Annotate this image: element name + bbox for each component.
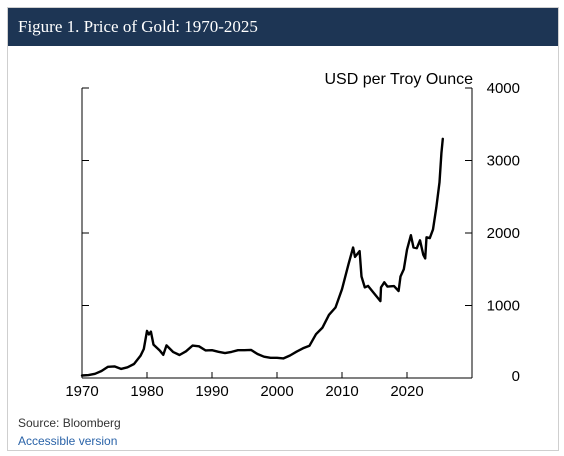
x-tick-label-1980: 1980	[130, 383, 163, 400]
gold-price-line	[80, 137, 444, 377]
source-note: Source: Bloomberg	[18, 416, 121, 430]
figure-header: Figure 1. Price of Gold: 1970-2025	[8, 8, 558, 46]
figure-card: Figure 1. Price of Gold: 1970-2025 1970 1…	[7, 7, 559, 451]
figure-title: Figure 1. Price of Gold: 1970-2025	[18, 17, 258, 36]
x-tick-label-2020: 2020	[390, 383, 423, 400]
x-tick-label-2000: 2000	[260, 383, 293, 400]
accessible-version-link[interactable]: Accessible version	[18, 434, 118, 448]
y-axis-label: USD per Troy Ounce	[325, 71, 474, 88]
y-tick-label-0: 0	[512, 368, 520, 385]
y-tick-label-1000: 1000	[487, 298, 520, 315]
gold-price-chart: 1970 1980 1990 2000 2010 2020 0 1000 2000 3000 400…	[65, 71, 520, 400]
y-tick-label-4000: 4000	[487, 80, 520, 97]
x-tick-label-2010: 2010	[325, 383, 358, 400]
x-tick-label-1990: 1990	[195, 383, 228, 400]
y-tick-label-3000: 3000	[487, 153, 520, 170]
x-tick-label-1970: 1970	[65, 383, 98, 400]
y-tick-label-2000: 2000	[487, 225, 520, 242]
